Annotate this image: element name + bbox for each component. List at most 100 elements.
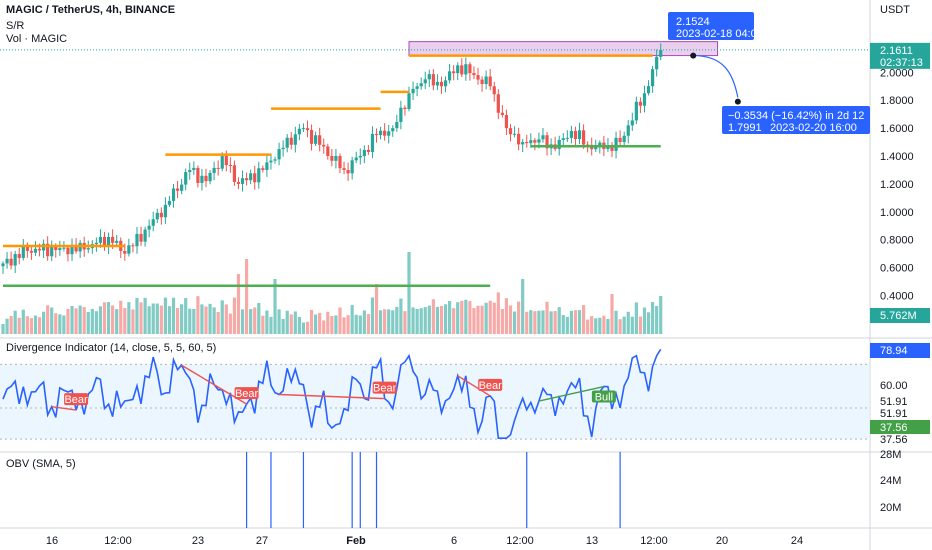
candle-body <box>464 64 468 75</box>
candle-body <box>188 169 192 173</box>
volume-bar <box>74 308 78 334</box>
volume-bar <box>577 310 582 334</box>
volume-bar <box>42 311 46 334</box>
volume-bar <box>565 316 569 334</box>
candle-body <box>642 93 647 106</box>
time-tick-label: 24 <box>791 535 803 547</box>
volume-bar <box>541 310 545 334</box>
bull-tag <box>591 390 616 403</box>
candle-body <box>249 173 253 181</box>
candle-body <box>224 156 228 166</box>
sr-indicator-legend[interactable]: S/R <box>6 20 25 32</box>
measure-top-value: 2.1524 <box>676 16 710 28</box>
candle-body <box>106 236 111 247</box>
candle-body <box>411 88 415 94</box>
candle-body <box>54 246 58 251</box>
volume-bar <box>171 297 176 334</box>
candle-body <box>180 184 184 191</box>
volume-bar <box>362 310 366 334</box>
candle-body <box>500 112 504 115</box>
rsi-scale-label: 51.91 <box>880 408 908 420</box>
volume-bar <box>403 311 407 334</box>
volume-bar <box>529 310 533 334</box>
volume-bar <box>94 311 98 334</box>
candle-body <box>257 168 261 183</box>
volume-bar <box>50 307 54 334</box>
volume-bar <box>106 302 111 334</box>
time-tick-label: 12:00 <box>506 535 534 547</box>
volume-bar <box>492 302 496 334</box>
volume-bar <box>13 310 17 334</box>
volume-bar <box>602 315 606 334</box>
resistance-zone <box>408 41 719 57</box>
candle-body <box>614 137 618 151</box>
candles <box>1 43 663 274</box>
candle-body <box>326 146 330 156</box>
volume-bar <box>147 306 151 334</box>
volume-bar <box>443 304 448 334</box>
measure-top-box <box>668 12 754 40</box>
candle-body <box>646 86 651 94</box>
candle-body <box>484 76 488 85</box>
divergence-indicator-legend[interactable]: Divergence Indicator (14, close, 5, 5, 6… <box>6 342 217 354</box>
volume-bar <box>123 308 127 334</box>
candle-body <box>427 74 431 80</box>
volume-bar <box>90 308 94 334</box>
candle-body <box>366 149 370 152</box>
candle-body <box>443 80 448 87</box>
candle-body <box>370 133 375 152</box>
candle-body <box>50 246 54 257</box>
volume-bar <box>488 300 492 334</box>
volume-bar <box>419 308 423 334</box>
price-tick-label: 1.6000 <box>880 123 914 135</box>
currency-label: USDT <box>880 4 910 16</box>
candle-body <box>220 156 224 169</box>
volume-bar <box>200 304 204 334</box>
candle-body <box>37 248 42 251</box>
volume-bar <box>415 308 419 334</box>
volume-bar <box>70 305 74 334</box>
candle-body <box>350 160 354 174</box>
candle-body <box>492 86 496 95</box>
volume-bar <box>224 304 228 334</box>
volume-bar <box>525 311 529 334</box>
candle-body <box>452 71 456 74</box>
candle-body <box>439 81 444 87</box>
volume-bar <box>115 309 119 334</box>
volume-bar <box>98 306 103 334</box>
time-tick-label: 16 <box>46 535 58 547</box>
candle-body <box>334 155 338 161</box>
volume-bar <box>277 309 281 334</box>
measure-bottom-change: −0.3534 (−16.42%) in 2d 12 <box>728 110 864 122</box>
volume-bar <box>618 319 622 334</box>
bear-tag-label: Bear <box>373 383 397 395</box>
last-price-tag <box>870 42 930 69</box>
candle-body <box>488 76 492 87</box>
time-tick-label: 20 <box>716 535 728 547</box>
rsi-current-value: 78.94 <box>880 345 908 357</box>
bear-tag-label: Bear <box>64 394 88 406</box>
candle-body <box>525 142 529 144</box>
candle-body <box>143 229 147 242</box>
volume-bar <box>521 279 525 334</box>
volume-bar <box>561 315 565 334</box>
candle-body <box>163 204 167 218</box>
candle-body <box>305 128 310 131</box>
volume-indicator-legend[interactable]: Vol · MAGIC <box>6 33 68 45</box>
candle-body <box>269 160 273 163</box>
candle-body <box>261 168 265 170</box>
obv-indicator-legend[interactable]: OBV (SMA, 5) <box>6 458 76 470</box>
volume-bar <box>460 300 464 334</box>
volume-bar <box>610 294 614 334</box>
volume-bar <box>500 308 504 334</box>
volume-bar <box>606 318 610 334</box>
candle-body <box>391 128 395 132</box>
volume-bar <box>261 315 265 334</box>
volume-bar <box>468 301 472 334</box>
rsi-scale-label: 37.56 <box>880 434 908 446</box>
bull-tag-label: Bull <box>595 392 613 404</box>
volume-bar <box>378 310 383 334</box>
